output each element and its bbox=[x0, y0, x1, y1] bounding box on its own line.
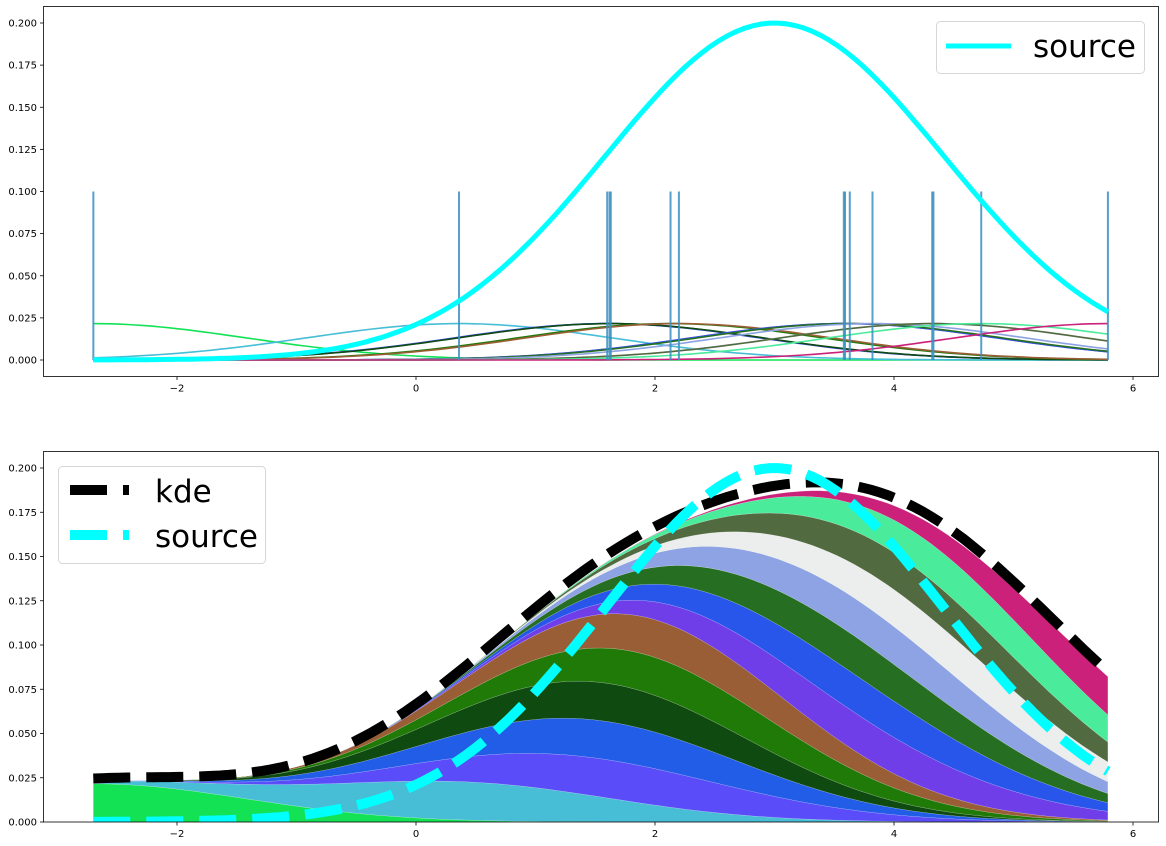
y-tick-label: 0.175 bbox=[8, 61, 37, 72]
kernel-curve bbox=[93, 322, 1108, 361]
legend-bottom: kde source bbox=[58, 466, 266, 564]
kde-curve bbox=[93, 477, 1112, 784]
x-axis-ticks: −2 0 2 4 6 bbox=[170, 376, 1136, 395]
legend-box bbox=[936, 21, 1145, 74]
y-tick-label: 0.050 bbox=[8, 729, 37, 740]
x-tick-label: −2 bbox=[170, 829, 185, 840]
y-tick-label: 0.025 bbox=[8, 773, 37, 784]
rug-lines bbox=[92, 191, 1109, 360]
legend-box bbox=[58, 466, 266, 564]
kernel-curves bbox=[93, 322, 1109, 361]
y-tick-label: 0.200 bbox=[8, 464, 37, 475]
x-tick-label: 6 bbox=[1130, 384, 1136, 395]
x-tick-label: 0 bbox=[413, 384, 419, 395]
y-tick-label: 0.075 bbox=[8, 229, 37, 240]
y-tick-label: 0.125 bbox=[8, 596, 37, 607]
x-tick-label: 2 bbox=[652, 829, 658, 840]
x-tick-label: −2 bbox=[170, 384, 185, 395]
bottom-axes-frame bbox=[43, 451, 1159, 823]
x-tick-label: 4 bbox=[891, 384, 897, 395]
y-tick-label: 0.100 bbox=[8, 187, 37, 198]
source-curve bbox=[93, 20, 1110, 363]
stacked-kernel-areas bbox=[93, 490, 1109, 822]
y-tick-label: 0.150 bbox=[8, 103, 37, 114]
y-axis-ticks: 0.000 0.025 0.050 0.075 0.100 0.125 0.150 0.175… bbox=[8, 19, 44, 367]
y-tick-label: 0.200 bbox=[8, 19, 37, 30]
x-tick-label: 4 bbox=[891, 829, 897, 840]
y-tick-label: 0.075 bbox=[8, 685, 37, 696]
bottom-panel: 0.000 0.025 0.050 0.075 0.100 0.125 0.150 0.175… bbox=[8, 451, 1159, 840]
top-panel: 0.000 0.025 0.050 0.075 0.100 0.125 0.150 0.175… bbox=[8, 6, 1159, 395]
kernel-curve bbox=[93, 322, 1108, 361]
x-tick-label: 0 bbox=[413, 829, 419, 840]
y-tick-label: 0.150 bbox=[8, 552, 37, 563]
y-axis-ticks: 0.000 0.025 0.050 0.075 0.100 0.125 0.150 0.175… bbox=[8, 464, 44, 829]
y-tick-label: 0.025 bbox=[8, 313, 37, 324]
kernel-area bbox=[93, 490, 1109, 782]
legend-label-source: source bbox=[1033, 29, 1136, 65]
y-tick-label: 0.100 bbox=[8, 641, 37, 652]
legend-label-source: source bbox=[155, 519, 258, 555]
y-tick-label: 0.050 bbox=[8, 271, 37, 282]
y-tick-label: 0.125 bbox=[8, 145, 37, 156]
legend-top: source bbox=[936, 21, 1145, 74]
y-tick-label: 0.000 bbox=[8, 356, 37, 367]
source-curve-dashed bbox=[93, 463, 1111, 822]
x-tick-label: 6 bbox=[1130, 829, 1136, 840]
kernel-curve bbox=[93, 322, 1108, 361]
legend-label-kde: kde bbox=[155, 474, 212, 510]
x-tick-label: 2 bbox=[652, 384, 658, 395]
y-tick-label: 0.000 bbox=[8, 818, 37, 829]
y-tick-label: 0.175 bbox=[8, 508, 37, 519]
x-axis-ticks: −2 0 2 4 6 bbox=[170, 822, 1136, 840]
